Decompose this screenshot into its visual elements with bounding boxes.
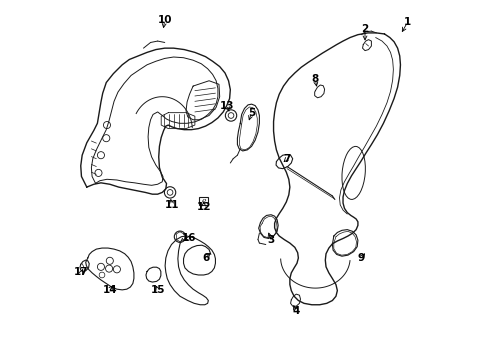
Text: 9: 9 [357, 253, 364, 263]
Text: 5: 5 [247, 108, 255, 118]
Text: 15: 15 [150, 285, 164, 295]
Text: 6: 6 [202, 253, 209, 263]
Text: 4: 4 [292, 306, 299, 316]
Text: 7: 7 [283, 154, 290, 164]
Text: 1: 1 [403, 17, 410, 27]
Text: 14: 14 [102, 285, 117, 295]
Text: 11: 11 [164, 200, 179, 210]
Text: e: e [201, 197, 205, 205]
Text: 13: 13 [219, 100, 234, 111]
Text: 3: 3 [267, 235, 274, 245]
Text: 16: 16 [182, 234, 196, 243]
Text: 2: 2 [361, 24, 368, 34]
Text: 10: 10 [157, 15, 172, 25]
Text: 17: 17 [74, 267, 89, 277]
Text: 12: 12 [196, 202, 210, 212]
Text: 8: 8 [311, 74, 318, 84]
